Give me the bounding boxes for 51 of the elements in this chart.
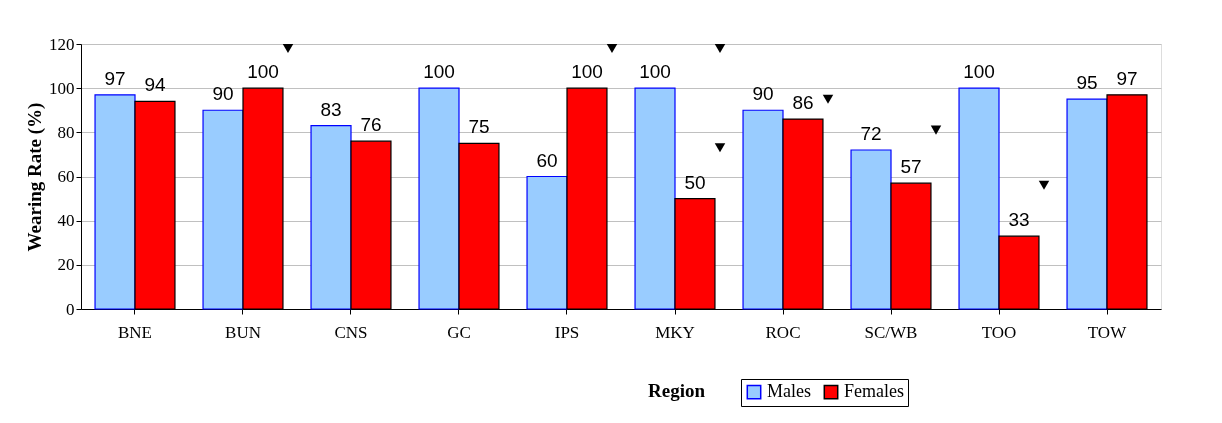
data-label: 100: [963, 61, 995, 83]
data-label: 33: [1008, 209, 1030, 231]
bar: [634, 87, 676, 310]
bar: [958, 87, 1000, 310]
data-label: 100: [247, 61, 279, 83]
x-tick-label: TOW: [1087, 322, 1128, 342]
y-tick-label: 0: [66, 299, 75, 319]
y-axis-title: Wearing Rate (%): [24, 102, 46, 252]
x-axis-title: Region: [648, 379, 706, 401]
bar: [1066, 98, 1108, 310]
bar: [742, 109, 784, 310]
data-label: 60: [536, 149, 558, 171]
data-label: 97: [104, 67, 126, 89]
bar: [418, 87, 460, 310]
x-tick-label: BUN: [225, 322, 261, 342]
bar: [310, 125, 352, 310]
x-tick-label: MKY: [655, 322, 695, 342]
bar: [850, 149, 892, 310]
y-tick-label: 40: [57, 211, 75, 231]
data-label: 83: [320, 98, 342, 120]
legend-label: Females: [844, 381, 904, 402]
y-tick-label: 120: [49, 34, 75, 54]
data-label: 97: [1116, 67, 1138, 89]
x-tick-label: GC: [447, 322, 471, 342]
data-label: 90: [212, 83, 234, 105]
bar: [94, 94, 136, 310]
bar: [202, 109, 244, 310]
bar: [526, 175, 568, 310]
data-label: 76: [360, 114, 382, 136]
data-label: 86: [792, 92, 814, 114]
data-label: 50: [684, 171, 706, 193]
y-tick-label: 80: [57, 122, 75, 142]
x-tick-label: BNE: [118, 322, 152, 342]
data-label: 100: [639, 61, 671, 83]
data-label: 72: [860, 123, 882, 144]
legend-label: Males: [767, 381, 811, 402]
y-tick-label: 20: [57, 255, 75, 275]
y-tick-label: 100: [49, 78, 75, 98]
x-tick-label: IPS: [554, 322, 580, 342]
data-label: 95: [1076, 72, 1098, 94]
x-tick-label: CNS: [334, 322, 368, 342]
x-tick-label: SC/WB: [864, 322, 918, 342]
data-label: 100: [423, 61, 455, 83]
y-tick-label: 60: [57, 167, 75, 186]
data-label: 75: [468, 116, 490, 138]
data-label: 90: [752, 83, 774, 105]
x-tick-label: TOO: [981, 322, 1017, 342]
data-label: 94: [144, 74, 166, 96]
x-tick-label: ROC: [765, 322, 801, 342]
data-label: 57: [900, 156, 922, 178]
data-label: 100: [571, 61, 603, 83]
